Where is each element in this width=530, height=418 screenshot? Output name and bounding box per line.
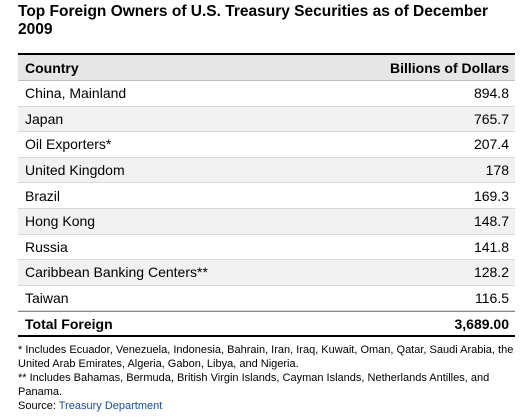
footnotes: * Includes Ecuador, Venezuela, Indonesia… [18, 343, 518, 413]
data-table: Country Billions of Dollars China, Mainl… [18, 53, 515, 338]
row-label: United Kingdom [25, 162, 125, 179]
column-header-value: Billions of Dollars [389, 59, 509, 76]
source-label: Source: [18, 400, 59, 412]
row-label: Brazil [25, 187, 61, 204]
row-label: Caribbean Banking Centers** [25, 264, 208, 281]
row-value: 765.7 [473, 110, 509, 127]
total-value: 3,689.00 [454, 315, 510, 332]
row-value: 894.8 [473, 85, 509, 102]
column-header-country: Country [25, 59, 79, 76]
table-row: United Kingdom 178 [18, 157, 515, 184]
table-header-row: Country Billions of Dollars [18, 55, 515, 81]
table-total-row: Total Foreign 3,689.00 [18, 311, 515, 335]
table-row: Caribbean Banking Centers** 128.2 [18, 260, 515, 286]
row-value: 128.2 [473, 264, 509, 281]
row-value: 169.3 [473, 187, 509, 204]
table-row: China, Mainland 894.8 [18, 81, 515, 107]
row-value: 207.4 [473, 136, 509, 153]
row-value: 116.5 [475, 290, 509, 307]
table-row: Russia 141.8 [18, 235, 515, 261]
footnote-oil-exporters: * Includes Ecuador, Venezuela, Indonesia… [18, 344, 514, 370]
table-row: Oil Exporters* 207.4 [18, 132, 515, 158]
chart-title: Top Foreign Owners of U.S. Treasury Secu… [18, 3, 489, 38]
row-label: Oil Exporters* [25, 136, 112, 153]
row-label: Taiwan [25, 290, 69, 307]
row-value: 178 [485, 162, 509, 179]
table-row: Brazil 169.3 [18, 183, 515, 209]
row-label: Japan [25, 110, 64, 127]
row-label: Hong Kong [25, 213, 96, 230]
table-row: Japan 765.7 [18, 106, 515, 133]
source-line: Source: Treasury Department [18, 399, 518, 413]
total-label: Total Foreign [25, 315, 113, 332]
row-label: China, Mainland [25, 85, 127, 102]
row-label: Russia [25, 238, 68, 255]
footnote-caribbean: ** Includes Bahamas, Bermuda, British Vi… [18, 372, 490, 398]
row-value: 141.8 [473, 238, 509, 255]
source-link[interactable]: Treasury Department [58, 400, 163, 412]
row-value: 148.7 [473, 213, 509, 230]
table-row: Taiwan 116.5 [18, 286, 515, 312]
table-row: Hong Kong 148.7 [18, 208, 515, 235]
